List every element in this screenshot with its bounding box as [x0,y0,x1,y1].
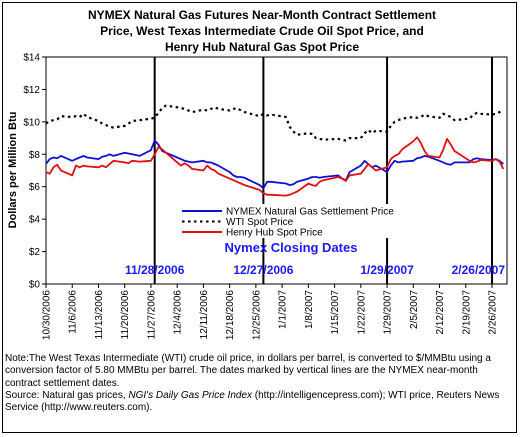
x-tick-label: 1/29/2007 [383,290,394,335]
x-tick-label: 12/18/2006 [225,290,236,340]
plot-area [45,56,508,285]
x-tick-label: 1/8/2007 [304,290,315,329]
chart-note: Note:The West Texas Intermediate (WTI) c… [5,353,511,414]
legend-label: WTI Spot Price [226,217,294,228]
y-tick-label: $12 [23,85,40,96]
x-tick-label: 1/15/2007 [330,290,341,335]
x-tick-label: 2/12/2007 [435,290,446,335]
x-tick-label: 2/5/2007 [409,290,420,329]
y-axis-label: Dollars per Million Btu [7,112,19,229]
x-tick-label: 1/1/2007 [278,290,289,329]
x-tick-label: 12/11/2006 [199,290,210,340]
source-prefix: Source: Natural gas prices, [5,389,129,401]
y-tick-label: $10 [23,117,40,128]
note-text: Note:The West Texas Intermediate (WTI) c… [5,353,491,389]
closing-date-annotations: Nymex Closing Dates 11/28/2006 12/27/2006 1… [125,240,505,277]
source-suffix: (http://intelligencepress.com); WTI pric… [5,389,500,414]
x-tick-label: 2/26/2007 [488,290,499,335]
x-tick-label: 2/19/2007 [461,290,472,335]
x-tick-label: 11/20/2006 [120,290,131,340]
closing-date-label: 12/27/2006 [233,263,293,277]
chart-title-line: Henry Hub Natural Gas Spot Price [165,40,359,54]
source-text: Source: Natural gas prices, NGI's Daily … [5,390,511,415]
series-line [45,139,504,190]
series-lines [45,104,505,197]
series-line [45,104,504,142]
y-tick-label: $8 [29,150,41,161]
y-tick-label: $2 [29,247,41,258]
legend-label: Henry Hub Spot Price [226,228,323,239]
x-tick-label: 12/25/2006 [251,290,262,340]
x-tick-label: 12/4/2006 [173,290,184,335]
x-tick-label: 10/30/2006 [42,290,53,340]
y-tick-label: $14 [23,53,40,64]
chart-title-line: Price, West Texas Intermediate Crude Oil… [100,24,424,38]
y-tick-label: $4 [29,215,41,226]
closing-date-label: 2/26/2007 [452,263,506,277]
source-italic: NGI's Daily Gas Price Index [128,389,253,401]
x-tick-label: 11/27/2006 [146,290,157,340]
x-tick-label: 11/13/2006 [94,290,105,340]
x-tick-label: 11/6/2006 [68,290,79,334]
chart-title: NYMEX Natural Gas Futures Near-Month Con… [88,8,436,54]
chart-title-line: NYMEX Natural Gas Futures Near-Month Con… [88,8,436,22]
axes: $0 $2 $4 $6 $8 $10 $12 $14 Dollars per Million B… [7,53,499,341]
legend-label: NYMEX Natural Gas Settlement Price [226,207,394,218]
y-tick-label: $0 [29,280,41,291]
closing-date-label: 1/29/2007 [360,263,414,277]
closing-date-label: 11/28/2006 [125,263,185,277]
y-tick-label: $6 [29,182,41,193]
series-line [45,136,505,197]
x-tick-label: 1/22/2007 [356,290,367,335]
closing-dates-title: Nymex Closing Dates [225,240,358,255]
plot-border [45,56,508,285]
